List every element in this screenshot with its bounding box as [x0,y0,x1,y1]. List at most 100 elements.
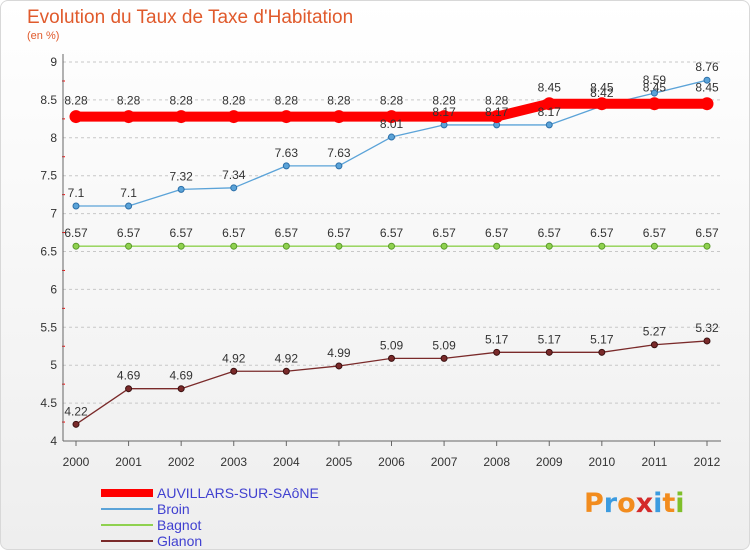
y-tick-label: 8 [50,131,57,145]
data-point-auvillars [385,110,398,124]
data-point-auvillars [69,110,83,124]
x-tick-label: 2000 [63,455,90,469]
data-label-broin: 7.1 [120,186,137,200]
x-tick-label: 2009 [536,455,563,469]
data-point-glanon [230,367,238,375]
data-point-glanon [493,348,501,356]
data-point-glanon [125,385,133,393]
data-point-bagnot [230,242,238,250]
logo-letter: x [635,488,654,519]
data-label-bagnot: 6.57 [538,226,562,240]
data-label-glanon: 4.92 [222,351,246,365]
data-label-glanon: 5.27 [643,325,667,339]
data-point-bagnot [388,242,395,250]
data-label-broin: 8.59 [643,73,667,87]
data-label-auvillars: 8.45 [538,81,562,95]
y-tick-label: 5.5 [40,320,57,334]
legend-label-glanon: Glanon [157,533,203,549]
data-label-auvillars: 8.28 [275,94,299,108]
data-point-bagnot [545,242,553,250]
data-point-auvillars [332,110,346,124]
data-label-bagnot: 6.57 [327,226,351,240]
data-label-bagnot: 6.57 [695,226,719,240]
data-point-auvillars [647,97,661,111]
x-tick-label: 2006 [378,455,405,469]
data-point-bagnot [493,242,501,250]
logo-letter: i [675,488,685,519]
data-label-auvillars: 8.28 [432,94,456,108]
data-label-bagnot: 6.57 [432,226,456,240]
data-label-glanon: 4.69 [169,369,193,383]
data-point-broin [282,162,290,170]
data-point-broin [177,185,185,193]
data-point-glanon [335,362,343,370]
data-label-broin: 8.01 [380,117,404,131]
data-point-auvillars [174,110,188,124]
data-label-glanon: 4.92 [275,351,299,365]
legend-swatch-glanon [101,540,153,542]
data-point-broin [650,89,658,97]
data-point-bagnot [703,242,711,250]
x-tick-label: 2012 [694,455,721,469]
legend-swatch-bagnot [101,524,153,526]
chart-title: Evolution du Taux de Taxe d'Habitation [27,7,354,28]
x-tick-label: 2011 [642,455,668,469]
data-label-glanon: 4.69 [117,369,141,383]
data-point-glanon [703,337,711,345]
data-label-broin: 7.63 [275,146,299,160]
data-label-auvillars: 8.28 [222,94,246,108]
data-label-auvillars: 8.28 [169,94,193,108]
legend-label-auvillars: AUVILLARS-SUR-SAôNE [157,485,319,501]
data-point-auvillars [122,110,136,124]
data-point-glanon [72,420,80,428]
logo-letter: t [662,488,676,519]
data-label-glanon: 4.22 [64,404,88,418]
data-label-auvillars: 8.45 [643,81,667,95]
data-label-glanon: 5.17 [590,332,614,346]
proxiti-logo: Proxiti [584,488,685,519]
legend-label-bagnot: Bagnot [157,517,202,533]
data-point-auvillars [700,97,714,111]
data-label-auvillars: 8.28 [485,94,509,108]
x-tick-label: 2010 [588,455,615,469]
data-label-auvillars: 8.28 [64,94,88,108]
data-label-broin: 7.63 [327,146,351,160]
data-label-bagnot: 6.57 [643,226,667,240]
data-point-glanon [598,348,606,356]
x-tick-label: 2004 [273,455,300,469]
chart-subtitle: (en %) [27,30,60,42]
y-tick-label: 7 [50,207,57,221]
data-label-broin: 7.32 [169,169,193,183]
y-tick-label: 5 [50,358,57,372]
data-label-auvillars: 8.28 [117,94,141,108]
x-tick-label: 2001 [115,455,142,469]
y-tick-label: 4.5 [40,396,57,410]
logo-letter: r [603,488,618,519]
data-point-broin [72,202,80,210]
x-tick-label: 2003 [220,455,247,469]
data-point-auvillars [490,110,504,124]
data-point-glanon [545,348,553,356]
data-point-bagnot [598,242,606,250]
data-point-bagnot [282,242,290,250]
data-label-auvillars: 8.28 [380,94,404,108]
data-label-glanon: 5.17 [485,332,509,346]
data-point-auvillars [542,97,556,111]
data-label-bagnot: 6.57 [485,226,509,240]
x-tick-label: 2005 [326,455,353,469]
data-point-glanon [177,385,185,393]
data-point-broin [703,76,711,84]
data-point-broin [388,133,395,141]
y-tick-label: 6.5 [40,245,57,259]
data-point-bagnot [440,242,448,250]
data-label-broin: 8.17 [485,105,509,119]
legend-label-broin: Broin [157,501,190,517]
data-point-auvillars [279,110,293,124]
data-label-bagnot: 6.57 [222,226,246,240]
data-label-bagnot: 6.57 [380,226,404,240]
data-point-bagnot [125,242,133,250]
data-label-glanon: 4.99 [327,346,351,360]
y-tick-label: 8.5 [40,93,57,107]
data-label-bagnot: 6.57 [117,226,141,240]
